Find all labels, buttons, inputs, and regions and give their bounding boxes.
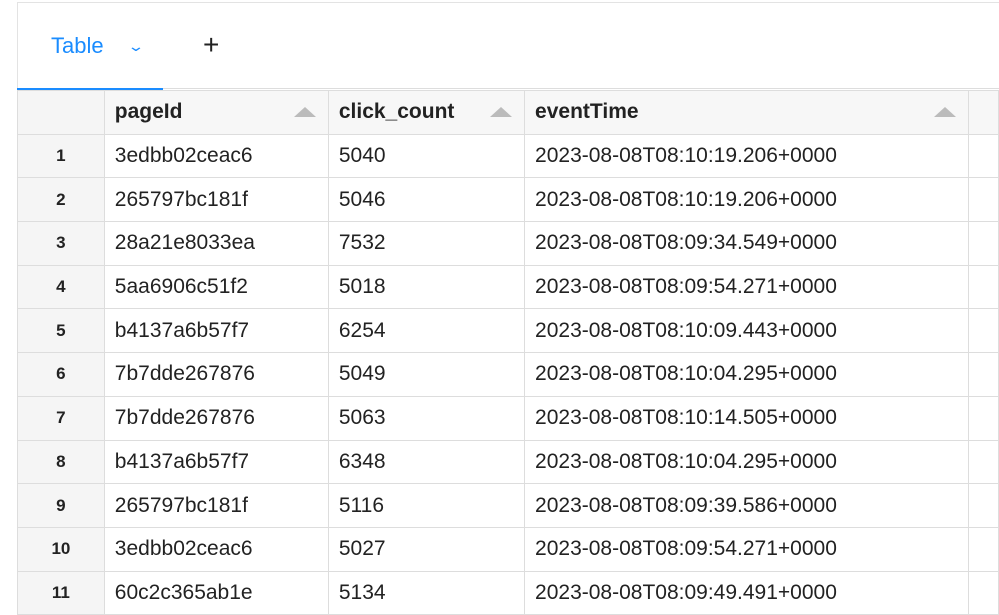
cell-eventTime[interactable]: 2023-08-08T08:10:14.505+0000 [524,395,970,441]
tab-table[interactable]: Table ⌄ [17,3,163,91]
row-index: 2 [17,177,105,223]
sort-icon[interactable] [934,107,957,117]
chevron-down-icon[interactable]: ⌄ [126,37,145,54]
cell-click_count[interactable]: 5027 [327,526,526,572]
table-row[interactable]: 6 7b7dde267876 5049 2023-08-08T08:10:04.295… [17,352,999,397]
cell-click_count[interactable]: 5018 [327,264,526,310]
tab-bar: Table ⌄ + [17,3,999,91]
column-header-pageId[interactable]: pageId [103,90,329,135]
index-header [17,90,105,135]
cell-eventTime[interactable]: 2023-08-08T08:10:09.443+0000 [524,308,970,354]
cell-pageId[interactable]: 3edbb02ceac6 [103,133,329,179]
cell-spacer [968,177,999,223]
cell-spacer [968,570,999,615]
row-index: 7 [17,395,105,441]
row-index: 8 [17,439,105,485]
cell-eventTime[interactable]: 2023-08-08T08:10:19.206+0000 [524,177,970,223]
active-tab-indicator [17,88,163,91]
table-row[interactable]: 7 7b7dde267876 5063 2023-08-08T08:10:14.505… [17,395,999,441]
cell-click_count[interactable]: 5116 [327,483,526,528]
table-header-row: pageId click_count eventTime [17,90,999,135]
row-index: 11 [17,570,105,615]
cell-spacer [968,439,999,485]
cell-eventTime[interactable]: 2023-08-08T08:09:54.271+0000 [524,526,970,572]
row-index: 9 [17,483,105,528]
cell-click_count[interactable]: 6348 [327,439,526,485]
cell-click_count[interactable]: 6254 [327,308,526,354]
row-index: 10 [17,526,105,572]
cell-pageId[interactable]: 265797bc181f [103,177,329,223]
table-row[interactable]: 11 60c2c365ab1e 5134 2023-08-08T08:09:49.49… [17,570,999,615]
sort-icon[interactable] [490,107,513,117]
cell-spacer [968,133,999,179]
column-header-label: pageId [114,100,183,124]
cell-spacer [968,352,999,397]
table-row[interactable]: 9 265797bc181f 5116 2023-08-08T08:09:39.586… [17,483,999,528]
table-row[interactable]: 10 3edbb02ceac6 5027 2023-08-08T08:09:54.27… [17,526,999,572]
cell-pageId[interactable]: 7b7dde267876 [103,352,329,397]
column-header-label: eventTime [535,100,639,124]
table-row[interactable]: 3 28a21e8033ea 7532 2023-08-08T08:09:34.549… [17,221,999,266]
cell-spacer [968,308,999,354]
cell-eventTime[interactable]: 2023-08-08T08:09:54.271+0000 [524,264,970,310]
cell-click_count[interactable]: 5063 [327,395,526,441]
cell-pageId[interactable]: 28a21e8033ea [103,221,329,266]
cell-pageId[interactable]: 7b7dde267876 [103,395,329,441]
cell-spacer [968,264,999,310]
table-row[interactable]: 8 b4137a6b57f7 6348 2023-08-08T08:10:04.295… [17,439,999,485]
row-index: 4 [17,264,105,310]
table-row[interactable]: 1 3edbb02ceac6 5040 2023-08-08T08:10:19.206… [17,133,999,179]
cell-eventTime[interactable]: 2023-08-08T08:09:49.491+0000 [524,570,970,615]
cell-click_count[interactable]: 7532 [327,221,526,266]
sort-icon[interactable] [293,107,316,117]
cell-pageId[interactable]: b4137a6b57f7 [103,308,329,354]
cell-pageId[interactable]: 5aa6906c51f2 [103,264,329,310]
table-row[interactable]: 4 5aa6906c51f2 5018 2023-08-08T08:09:54.271… [17,264,999,310]
cell-pageId[interactable]: 3edbb02ceac6 [103,526,329,572]
column-header-eventTime[interactable]: eventTime [524,90,970,135]
row-index: 3 [17,221,105,266]
cell-eventTime[interactable]: 2023-08-08T08:09:39.586+0000 [524,483,970,528]
column-header-label: click_count [338,100,455,124]
cell-spacer [968,221,999,266]
plus-icon: + [203,29,220,60]
cell-eventTime[interactable]: 2023-08-08T08:09:34.549+0000 [524,221,970,266]
table-row[interactable]: 2 265797bc181f 5046 2023-08-08T08:10:19.206… [17,177,999,223]
column-header-click_count[interactable]: click_count [327,90,526,135]
row-index: 6 [17,352,105,397]
cell-click_count[interactable]: 5049 [327,352,526,397]
row-index: 5 [17,308,105,354]
cell-click_count[interactable]: 5134 [327,570,526,615]
row-index: 1 [17,133,105,179]
cell-click_count[interactable]: 5046 [327,177,526,223]
cell-spacer [968,526,999,572]
tab-label: Table [51,33,104,58]
cell-pageId[interactable]: b4137a6b57f7 [103,439,329,485]
cell-pageId[interactable]: 60c2c365ab1e [103,570,329,615]
cell-pageId[interactable]: 265797bc181f [103,483,329,528]
cell-eventTime[interactable]: 2023-08-08T08:10:04.295+0000 [524,439,970,485]
cell-eventTime[interactable]: 2023-08-08T08:10:04.295+0000 [524,352,970,397]
table-row[interactable]: 5 b4137a6b57f7 6254 2023-08-08T08:10:09.443… [17,308,999,354]
add-tab-button[interactable]: + [203,29,219,61]
cell-click_count[interactable]: 5040 [327,133,526,179]
results-table: pageId click_count eventTime 1 3edbb02cea… [17,90,999,615]
cell-spacer [968,395,999,441]
cell-spacer [968,483,999,528]
spacer-header [968,90,999,135]
cell-eventTime[interactable]: 2023-08-08T08:10:19.206+0000 [524,133,970,179]
